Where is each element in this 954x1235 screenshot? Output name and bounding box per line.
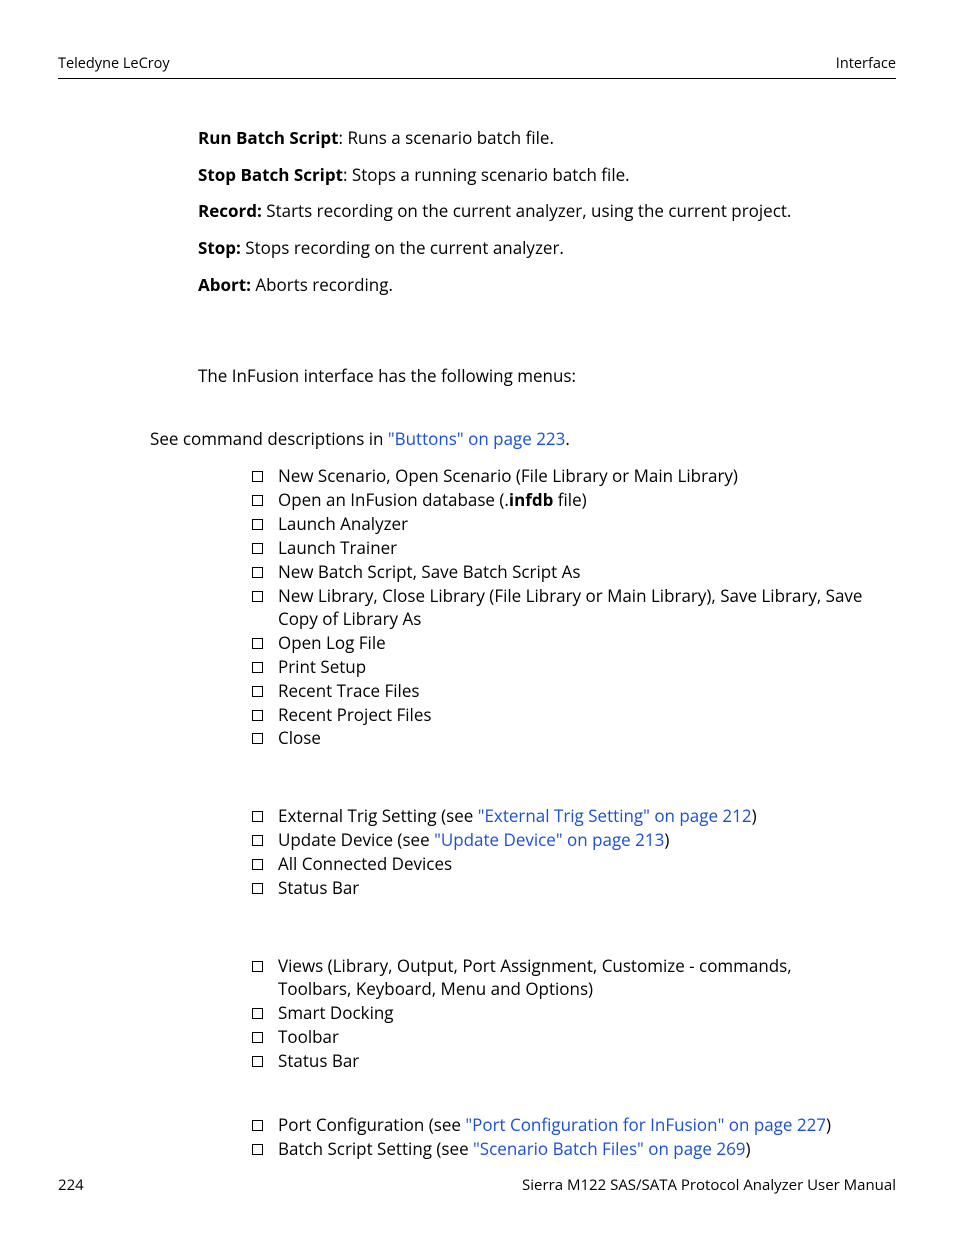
list-text: ) bbox=[664, 828, 669, 851]
definition-term: Record: bbox=[198, 199, 262, 222]
list-text: file) bbox=[553, 488, 586, 511]
list-text: Status Bar bbox=[278, 876, 359, 899]
list-item: Recent Trace Files bbox=[252, 680, 866, 703]
definition-desc: Starts recording on the current analyzer… bbox=[266, 199, 791, 222]
list-text: Launch Trainer bbox=[278, 536, 397, 559]
definition-term: Run Batch Script bbox=[198, 126, 339, 149]
list-item: Recent Project Files bbox=[252, 704, 866, 727]
list-item: New Library, Close Library (File Library… bbox=[252, 585, 866, 631]
list-item: Batch Script Setting (see "Scenario Batc… bbox=[252, 1138, 866, 1161]
list-item: Toolbar bbox=[252, 1026, 866, 1049]
list-item: Status Bar bbox=[252, 1050, 866, 1073]
bullet-group-3: Views (Library, Output, Port Assignment,… bbox=[252, 955, 866, 1073]
list-item: Launch Analyzer bbox=[252, 513, 866, 536]
page-header: Teledyne LeCroy Interface bbox=[58, 54, 896, 79]
buttons-link[interactable]: "Buttons" on page 223 bbox=[388, 427, 566, 450]
definition-item: Stop Batch Script: Stops a running scena… bbox=[198, 164, 896, 187]
section-gap bbox=[58, 1074, 896, 1114]
definition-desc: Stops a running scenario batch file. bbox=[352, 163, 630, 186]
bullet-group-4: Port Configuration (see "Port Configurat… bbox=[252, 1114, 866, 1161]
definition-desc: Aborts recording. bbox=[255, 273, 393, 296]
list-item: External Trig Setting (see "External Tri… bbox=[252, 805, 866, 828]
section-gap bbox=[58, 751, 896, 805]
list-text: New Batch Script, Save Batch Script As bbox=[278, 560, 581, 583]
list-text: ) bbox=[826, 1113, 831, 1136]
list-text: ) bbox=[746, 1137, 751, 1160]
definitions-block: Run Batch Script: Runs a scenario batch … bbox=[198, 127, 896, 389]
external-trig-link[interactable]: "External Trig Setting" on page 212 bbox=[478, 804, 752, 827]
list-item: Status Bar bbox=[252, 877, 866, 900]
list-item: Print Setup bbox=[252, 656, 866, 679]
list-item: Views (Library, Output, Port Assignment,… bbox=[252, 955, 866, 1001]
bullet-group-2: External Trig Setting (see "External Tri… bbox=[252, 805, 866, 900]
header-right: Interface bbox=[836, 54, 896, 74]
definition-item: Record: Starts recording on the current … bbox=[198, 200, 896, 223]
batch-script-link[interactable]: "Scenario Batch Files" on page 269 bbox=[473, 1137, 745, 1160]
list-text: Close bbox=[278, 726, 321, 749]
list-text: Print Setup bbox=[278, 655, 366, 678]
page: Teledyne LeCroy Interface Run Batch Scri… bbox=[0, 0, 954, 1235]
definition-desc: Runs a scenario batch file. bbox=[347, 126, 553, 149]
see-line: See command descriptions in "Buttons" on… bbox=[150, 428, 896, 451]
list-bold: infdb bbox=[509, 488, 553, 511]
definition-item: Abort: Aborts recording. bbox=[198, 274, 896, 297]
list-item: All Connected Devices bbox=[252, 853, 866, 876]
list-item: New Scenario, Open Scenario (File Librar… bbox=[252, 465, 866, 488]
header-left: Teledyne LeCroy bbox=[58, 54, 170, 74]
port-config-link[interactable]: "Port Configuration for InFusion" on pag… bbox=[465, 1113, 826, 1136]
list-text: Update Device (see bbox=[278, 828, 434, 851]
list-text: External Trig Setting (see bbox=[278, 804, 478, 827]
definition-term: Abort: bbox=[198, 273, 251, 296]
list-text: Smart Docking bbox=[278, 1001, 394, 1024]
list-text: New Library, Close Library (File Library… bbox=[278, 584, 862, 630]
list-text: Batch Script Setting (see bbox=[278, 1137, 473, 1160]
list-text: Views (Library, Output, Port Assignment,… bbox=[278, 954, 792, 1000]
list-text: Status Bar bbox=[278, 1049, 359, 1072]
page-footer: 224 Sierra M122 SAS/SATA Protocol Analyz… bbox=[58, 1175, 896, 1195]
definition-item: Run Batch Script: Runs a scenario batch … bbox=[198, 127, 896, 150]
list-text: Launch Analyzer bbox=[278, 512, 408, 535]
definition-item: Stop: Stops recording on the current ana… bbox=[198, 237, 896, 260]
list-text: Toolbar bbox=[278, 1025, 339, 1048]
list-text: Open an InFusion database (. bbox=[278, 488, 509, 511]
see-suffix: . bbox=[565, 427, 569, 450]
bullet-group-1: New Scenario, Open Scenario (File Librar… bbox=[252, 465, 866, 750]
list-text: Recent Project Files bbox=[278, 703, 432, 726]
list-item: Open Log File bbox=[252, 632, 866, 655]
manual-title: Sierra M122 SAS/SATA Protocol Analyzer U… bbox=[522, 1175, 896, 1195]
list-item: Open an InFusion database (.infdb file) bbox=[252, 489, 866, 512]
list-text: All Connected Devices bbox=[278, 852, 452, 875]
list-item: Port Configuration (see "Port Configurat… bbox=[252, 1114, 866, 1137]
list-text: New Scenario, Open Scenario (File Librar… bbox=[278, 464, 738, 487]
page-number: 224 bbox=[58, 1175, 84, 1195]
definition-term: Stop: bbox=[198, 236, 241, 259]
list-text: Port Configuration (see bbox=[278, 1113, 465, 1136]
list-item: Launch Trainer bbox=[252, 537, 866, 560]
list-text: Open Log File bbox=[278, 631, 386, 654]
list-text: Recent Trace Files bbox=[278, 679, 420, 702]
section-gap bbox=[58, 901, 896, 955]
list-item: New Batch Script, Save Batch Script As bbox=[252, 561, 866, 584]
update-device-link[interactable]: "Update Device" on page 213 bbox=[434, 828, 664, 851]
list-item: Update Device (see "Update Device" on pa… bbox=[252, 829, 866, 852]
intro-text: The InFusion interface has the following… bbox=[198, 365, 896, 388]
definition-desc: Stops recording on the current analyzer. bbox=[245, 236, 564, 259]
definition-term: Stop Batch Script bbox=[198, 163, 343, 186]
list-item: Smart Docking bbox=[252, 1002, 866, 1025]
see-prefix: See command descriptions in bbox=[150, 427, 388, 450]
definition-sep: : bbox=[343, 163, 352, 186]
list-item: Close bbox=[252, 727, 866, 750]
list-text: ) bbox=[752, 804, 757, 827]
